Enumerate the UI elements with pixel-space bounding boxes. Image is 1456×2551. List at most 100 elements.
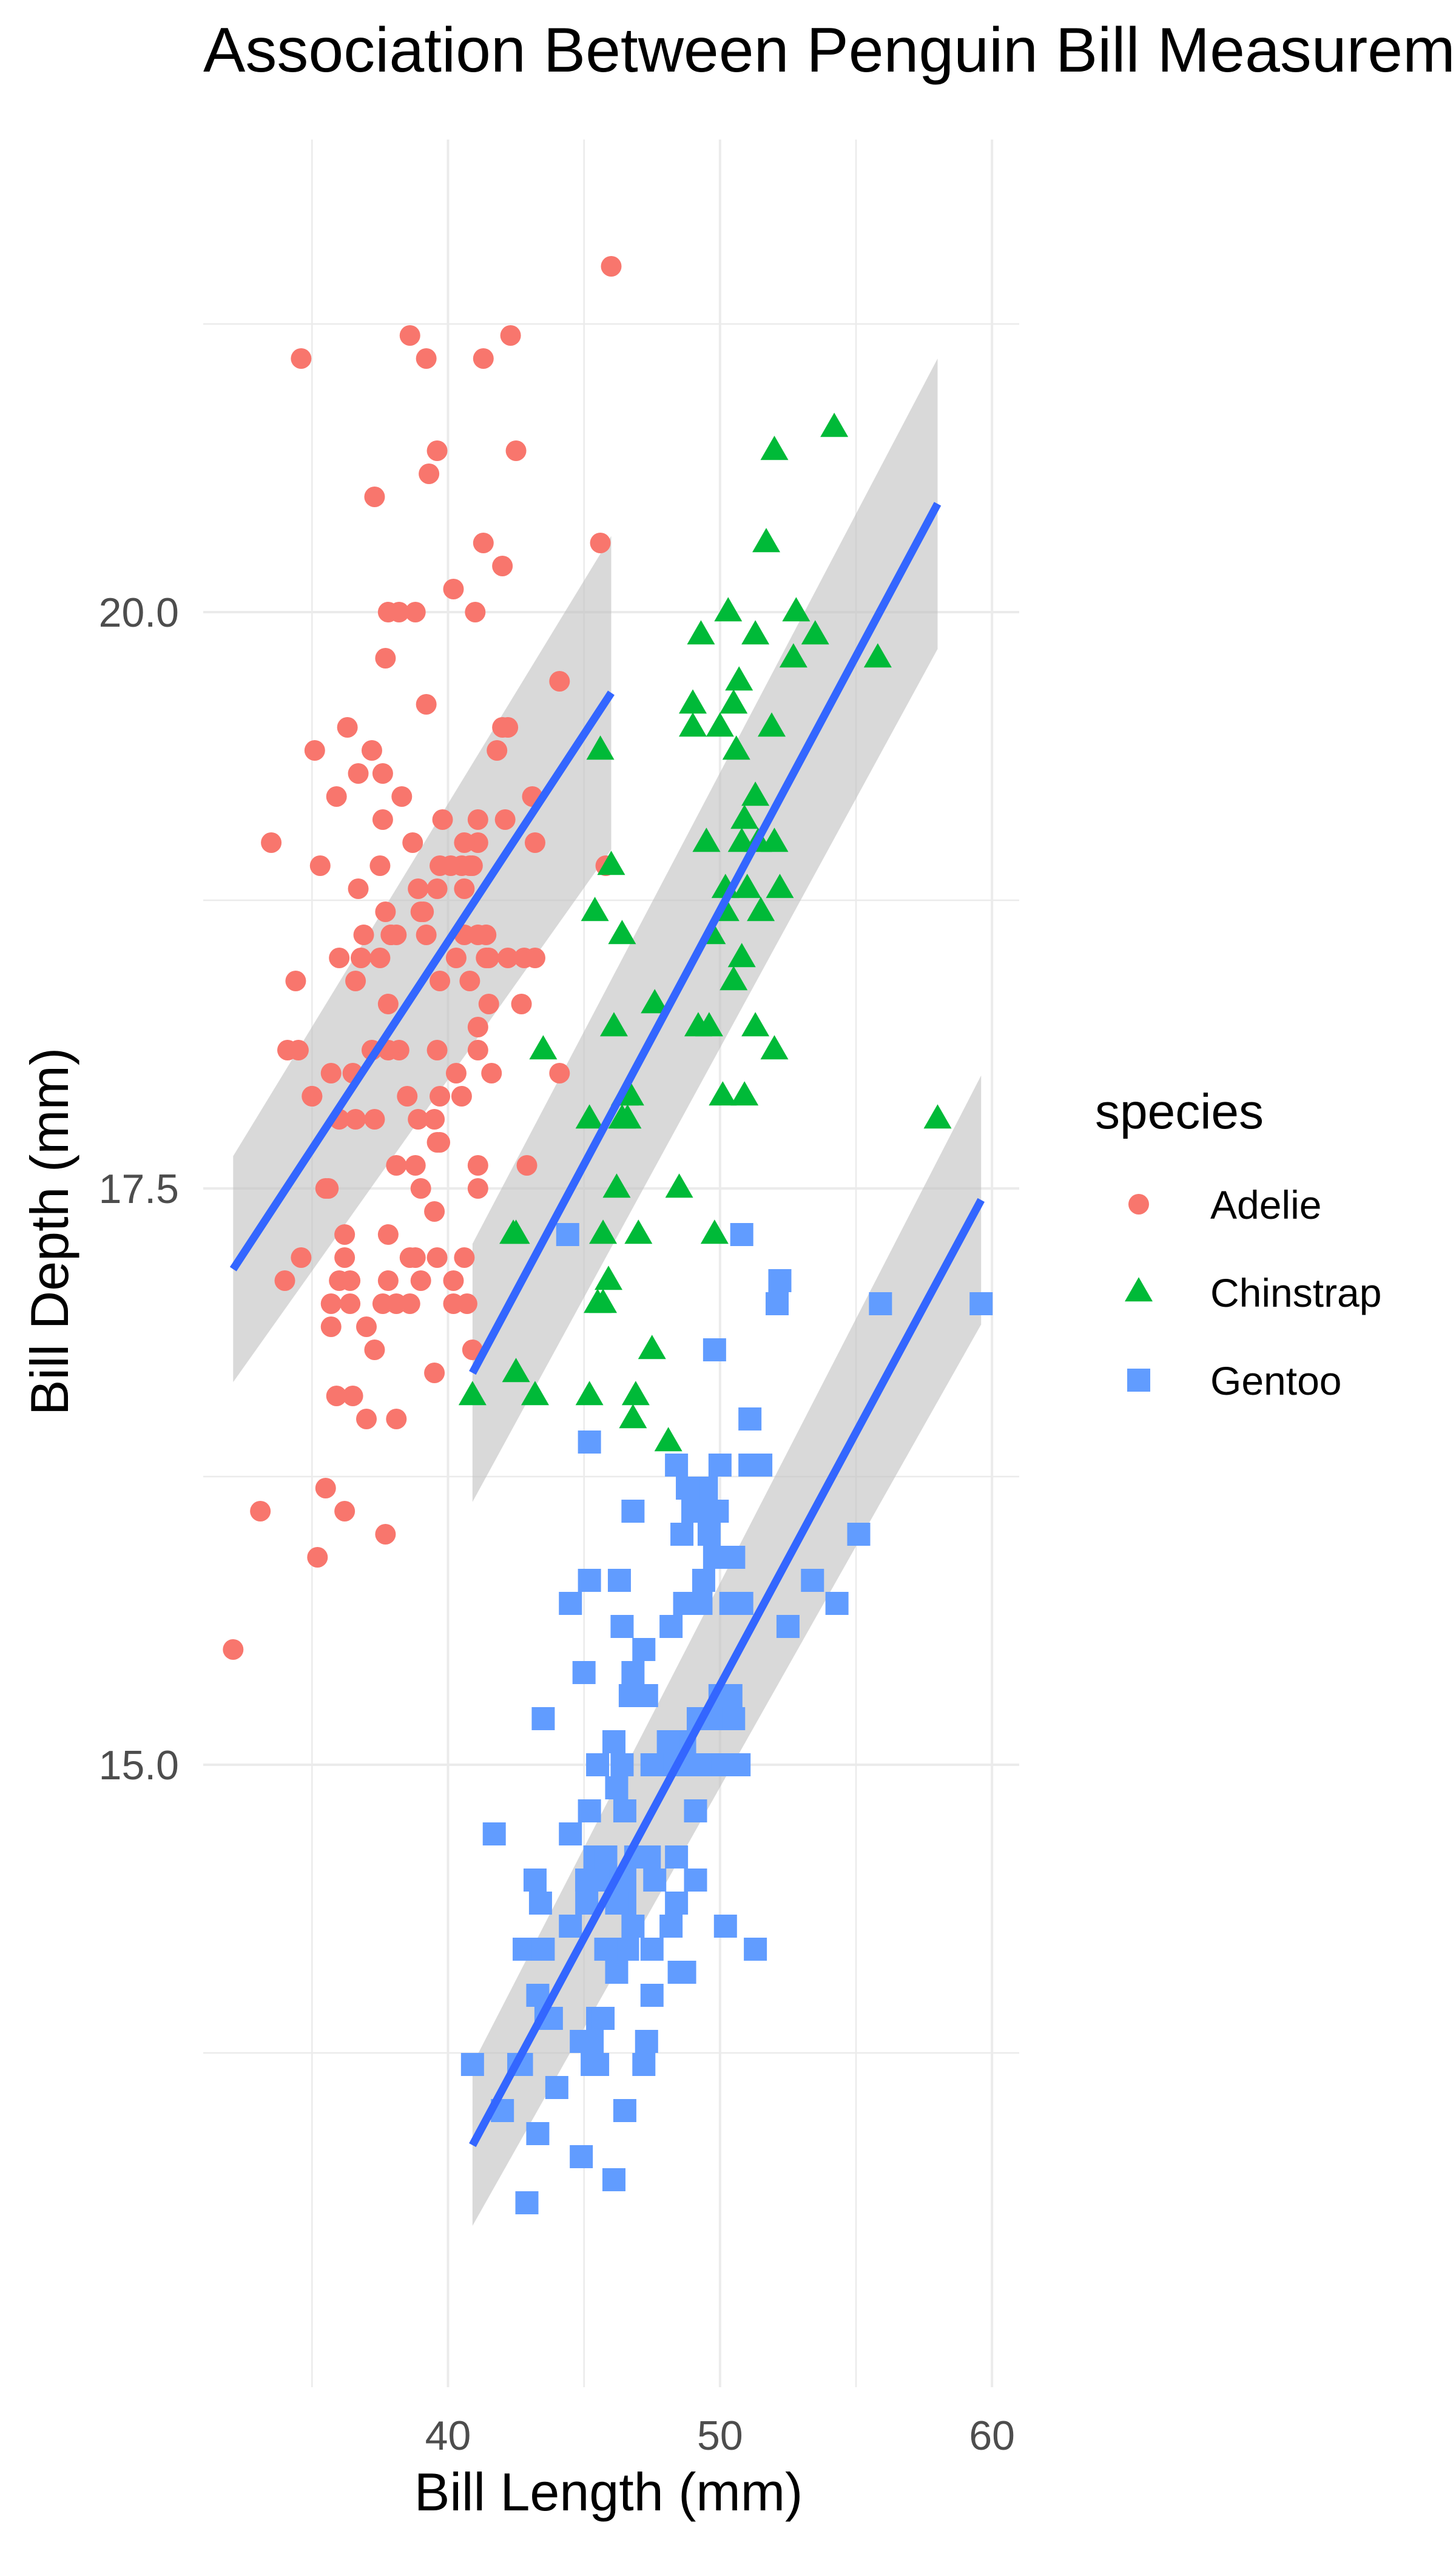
chinstrap-point bbox=[638, 1335, 666, 1360]
y-tick-label: 15.0 bbox=[99, 1742, 179, 1788]
chinstrap-point bbox=[782, 597, 811, 622]
adelie-point bbox=[430, 1132, 451, 1153]
gentoo-point bbox=[969, 1292, 993, 1315]
gentoo-point bbox=[460, 2053, 484, 2076]
gentoo-point bbox=[578, 1799, 601, 1822]
adelie-point bbox=[424, 1109, 445, 1130]
chinstrap-point bbox=[586, 735, 615, 760]
chinstrap-point bbox=[706, 712, 734, 737]
chart-title: Association Between Penguin Bill Measure… bbox=[203, 15, 1456, 86]
gentoo-point bbox=[684, 1869, 707, 1892]
legend-item-gentoo: Gentoo bbox=[1127, 1358, 1342, 1403]
chinstrap-point bbox=[597, 851, 625, 875]
gentoo-point bbox=[613, 1799, 636, 1822]
adelie-point bbox=[345, 1109, 366, 1130]
adelie-point bbox=[386, 1155, 407, 1176]
adelie-point bbox=[445, 948, 467, 968]
adelie-point bbox=[326, 1386, 347, 1406]
adelie-point bbox=[549, 1063, 570, 1083]
adelie-point bbox=[467, 1155, 488, 1176]
adelie-point bbox=[410, 1270, 431, 1291]
adelie-point bbox=[524, 832, 545, 853]
y-axis-label: Bill Depth (mm) bbox=[19, 1048, 79, 1415]
adelie-point bbox=[291, 348, 312, 369]
gentoo-point bbox=[765, 1292, 789, 1315]
gentoo-point bbox=[610, 1615, 634, 1638]
adelie-point bbox=[320, 1063, 342, 1083]
gentoo-point bbox=[713, 1915, 737, 1938]
legend-item-adelie: Adelie bbox=[1128, 1182, 1321, 1227]
chinstrap-point bbox=[758, 712, 786, 737]
chinstrap-point bbox=[720, 966, 748, 991]
gentoo-point bbox=[621, 1915, 645, 1938]
adelie-point bbox=[318, 1178, 339, 1199]
data-points bbox=[223, 256, 993, 2214]
adelie-point bbox=[342, 1386, 363, 1406]
gentoo-point bbox=[526, 2122, 550, 2145]
gentoo-point bbox=[635, 2030, 658, 2053]
gentoo-point bbox=[719, 1684, 743, 1707]
adelie-point bbox=[334, 1501, 356, 1522]
adelie-point bbox=[487, 740, 508, 761]
adelie-point bbox=[505, 440, 527, 461]
chinstrap-point bbox=[679, 712, 707, 737]
adelie-point bbox=[410, 1178, 431, 1199]
adelie-point bbox=[361, 740, 382, 761]
regression-line-gentoo bbox=[469, 1198, 985, 2148]
gentoo-point bbox=[559, 1915, 582, 1938]
adelie-point bbox=[426, 1247, 448, 1268]
x-tick-label: 50 bbox=[697, 2413, 743, 2459]
adelie-point bbox=[337, 717, 358, 738]
chinstrap-point bbox=[741, 1012, 770, 1037]
gentoo-point bbox=[586, 1869, 610, 1892]
adelie-point bbox=[351, 948, 372, 968]
adelie-point bbox=[590, 533, 611, 553]
chinstrap-point bbox=[692, 827, 721, 852]
adelie-point bbox=[375, 901, 396, 922]
gentoo-point bbox=[613, 2099, 636, 2122]
gentoo-point bbox=[730, 1223, 753, 1246]
adelie-point bbox=[410, 901, 431, 922]
adelie-point bbox=[309, 855, 331, 876]
gentoo-point bbox=[559, 1822, 582, 1845]
chinstrap-point bbox=[521, 1381, 549, 1406]
gentoo-point bbox=[578, 1431, 601, 1454]
gentoo-point bbox=[531, 1938, 555, 1961]
adelie-point bbox=[408, 1109, 429, 1130]
series-adelie bbox=[223, 256, 622, 1660]
chinstrap-point bbox=[619, 1404, 647, 1429]
chinstrap-point bbox=[589, 1289, 618, 1313]
adelie-point bbox=[250, 1501, 271, 1522]
y-tick-label: 17.5 bbox=[99, 1166, 179, 1212]
gentoo-point bbox=[528, 1892, 552, 1915]
chinstrap-point bbox=[695, 1012, 723, 1037]
adelie-point bbox=[454, 832, 475, 853]
gentoo-point bbox=[727, 1753, 751, 1776]
x-tick-label: 60 bbox=[969, 2413, 1015, 2459]
chinstrap-point bbox=[679, 689, 707, 714]
chinstrap-point bbox=[529, 1035, 558, 1060]
adelie-point bbox=[399, 1247, 420, 1268]
adelie-point bbox=[601, 256, 622, 277]
chinstrap-point bbox=[752, 528, 781, 553]
adelie-point bbox=[473, 348, 494, 369]
adelie-point bbox=[497, 717, 519, 738]
gentoo-point bbox=[570, 2145, 593, 2168]
adelie-point bbox=[430, 855, 451, 876]
adelie-point bbox=[369, 948, 391, 968]
chinstrap-point bbox=[608, 1104, 636, 1129]
adelie-point bbox=[372, 809, 393, 830]
series-gentoo bbox=[460, 1223, 993, 2214]
gentoo-point bbox=[659, 1915, 683, 1938]
gentoo-point bbox=[621, 1500, 645, 1523]
chinstrap-point bbox=[589, 1219, 618, 1244]
chinstrap-point bbox=[624, 1219, 653, 1244]
adelie-point bbox=[397, 1086, 418, 1107]
gentoo-point bbox=[665, 1454, 689, 1477]
adelie-point bbox=[399, 1293, 420, 1314]
gentoo-point bbox=[708, 1454, 732, 1477]
gentoo-point bbox=[610, 1753, 634, 1776]
adelie-point bbox=[416, 925, 437, 945]
adelie-point bbox=[481, 1063, 502, 1083]
gentoo-point bbox=[667, 1961, 691, 1984]
